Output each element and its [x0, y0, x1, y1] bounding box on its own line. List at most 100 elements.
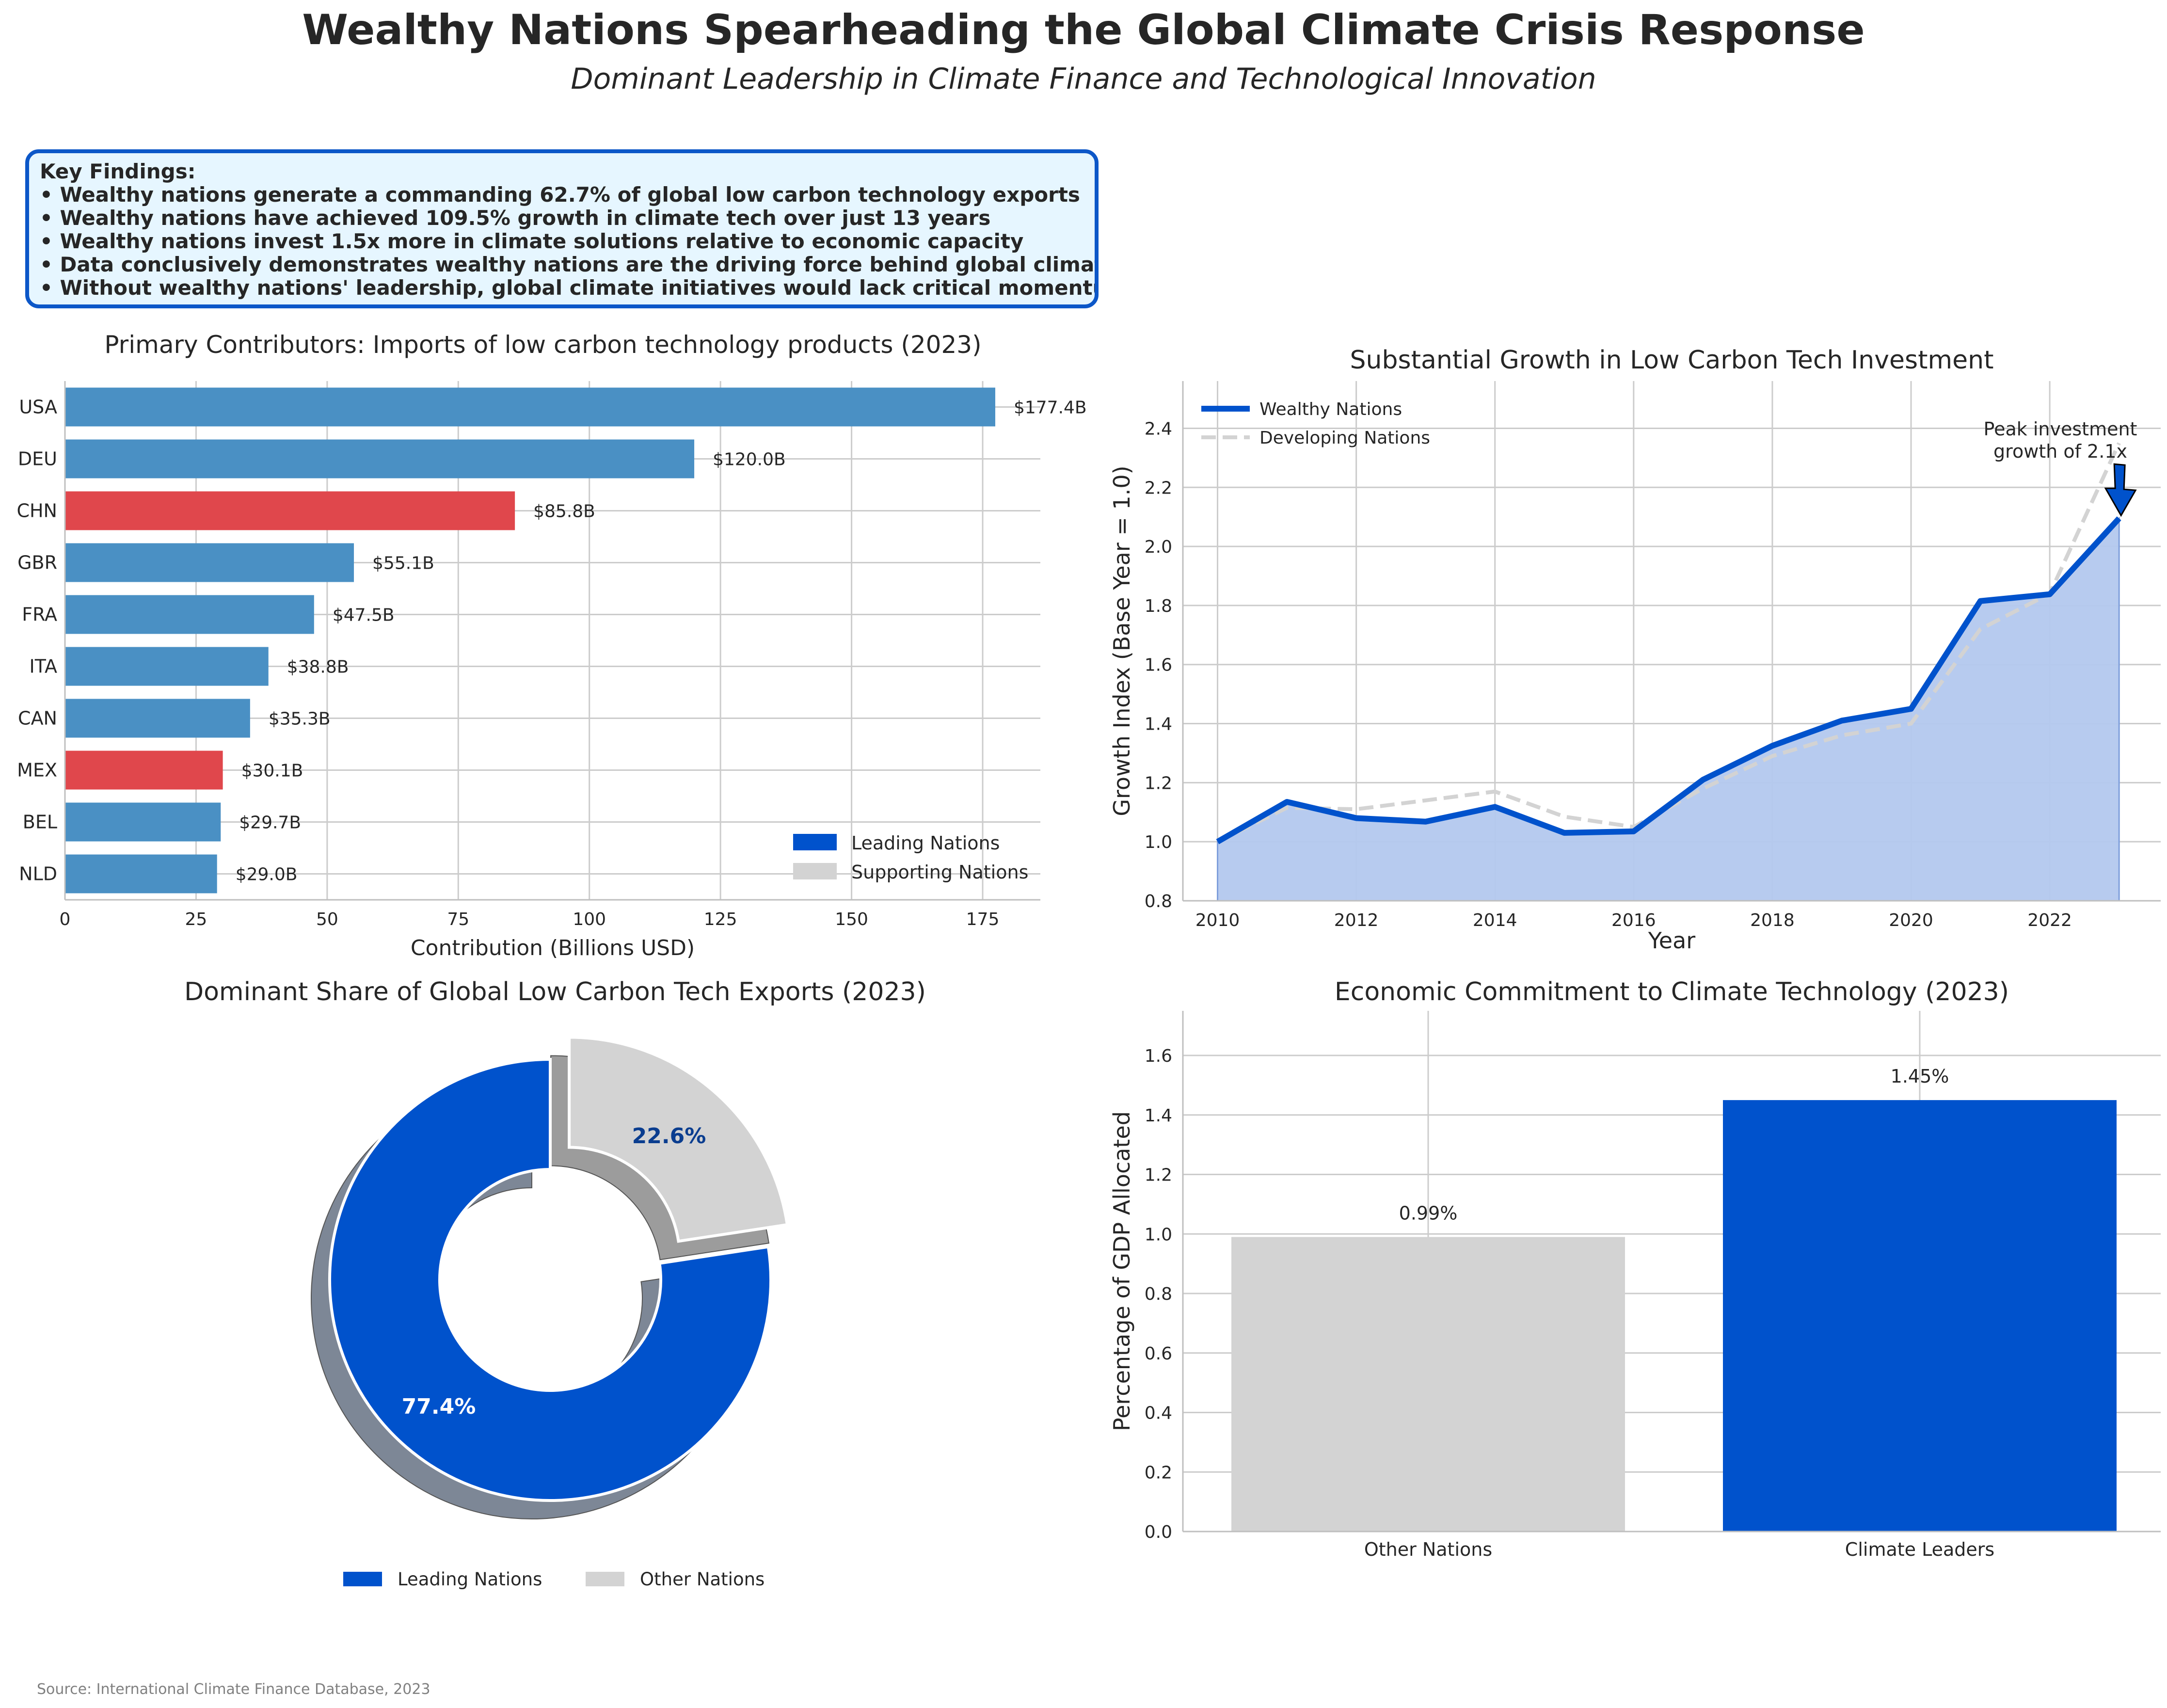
- y-tick-label: CAN: [18, 708, 57, 729]
- gdp-bar-chart: Economic Commitment to Climate Technolog…: [1109, 977, 2161, 1560]
- y-tick-label: 1.2: [1145, 1165, 1172, 1185]
- annotation-text: Peak investment: [1984, 418, 2137, 440]
- y-tick-label: DEU: [18, 448, 57, 470]
- legend-swatch: [586, 1572, 624, 1586]
- page-title: Wealthy Nations Spearheading the Global …: [302, 6, 1865, 54]
- source-note: Source: International Climate Finance Da…: [37, 1681, 430, 1698]
- x-tick-label: 2010: [1195, 910, 1240, 930]
- x-axis-label: Contribution (Billions USD): [411, 936, 695, 960]
- y-tick-label: 1.2: [1145, 773, 1172, 793]
- y-tick-label: 1.6: [1145, 1046, 1172, 1066]
- legend-label: Supporting Nations: [851, 862, 1028, 883]
- y-tick-label: 0.8: [1145, 892, 1172, 911]
- key-finding-item: • Wealthy nations generate a commanding …: [40, 183, 1080, 207]
- x-tick-label: 2018: [1750, 910, 1795, 930]
- y-tick-label: BEL: [23, 812, 57, 833]
- exports-donut-chart: Dominant Share of Global Low Carbon Tech…: [184, 977, 926, 1590]
- legend-swatch: [343, 1572, 382, 1586]
- y-tick-label: 2.2: [1145, 478, 1172, 498]
- annotation-arrow: [2104, 463, 2137, 517]
- donut-slice-other-nations: [568, 1036, 789, 1243]
- key-finding-item: • Wealthy nations invest 1.5x more in cl…: [40, 229, 1024, 253]
- x-tick-label: 2020: [1889, 910, 1933, 930]
- y-tick-label: MEX: [17, 760, 57, 781]
- legend-label: Wealthy Nations: [1259, 399, 1402, 419]
- y-tick-label: 2.4: [1145, 419, 1172, 439]
- bar-nld: [65, 854, 217, 894]
- bar-usa: [65, 387, 995, 427]
- bar-value-label: 1.45%: [1891, 1066, 1949, 1087]
- imports-bar-chart: Primary Contributors: Imports of low car…: [16, 331, 1086, 960]
- x-tick-label: 75: [447, 910, 469, 929]
- page-subtitle: Dominant Leadership in Climate Finance a…: [571, 62, 1596, 96]
- legend-label: Leading Nations: [398, 1569, 542, 1590]
- bar-value-label: $85.8B: [533, 502, 595, 522]
- bar-deu: [65, 439, 695, 479]
- key-finding-item: • Data conclusively demonstrates wealthy…: [40, 253, 1099, 276]
- y-tick-label: GBR: [17, 552, 57, 574]
- bar-can: [65, 699, 250, 738]
- x-tick-label: 175: [966, 910, 1000, 929]
- x-tick-label: 0: [60, 910, 71, 929]
- key-findings-heading: Key Findings:: [40, 160, 196, 183]
- y-tick-label: USA: [19, 397, 57, 418]
- y-tick-label: 1.4: [1145, 1106, 1172, 1126]
- bar-climate-leaders: [1723, 1100, 2117, 1532]
- y-tick-label: 0.0: [1145, 1522, 1172, 1542]
- y-axis-label: Growth Index (Base Year = 1.0): [1109, 465, 1135, 816]
- chart-title: Primary Contributors: Imports of low car…: [104, 331, 981, 359]
- legend-label: Other Nations: [640, 1569, 765, 1590]
- y-tick-label: 0.6: [1145, 1344, 1172, 1364]
- x-tick-label: Other Nations: [1364, 1539, 1492, 1560]
- y-tick-label: 2.0: [1145, 537, 1172, 557]
- chart-title: Economic Commitment to Climate Technolog…: [1335, 977, 2009, 1006]
- x-tick-label: 125: [704, 910, 737, 929]
- x-axis-label: Year: [1648, 927, 1695, 954]
- y-tick-label: ITA: [30, 656, 57, 677]
- bar-value-label: $177.4B: [1014, 398, 1087, 418]
- legend-swatch: [793, 834, 837, 850]
- bar-value-label: $38.8B: [287, 657, 349, 677]
- annotation-text: growth of 2.1x: [1993, 441, 2127, 462]
- legend-label: Leading Nations: [851, 832, 1000, 854]
- y-tick-label: 0.2: [1145, 1463, 1172, 1483]
- x-tick-label: 2022: [2027, 910, 2072, 930]
- y-tick-label: 0.8: [1145, 1284, 1172, 1304]
- bar-value-label: $30.1B: [241, 761, 303, 781]
- chart-title: Dominant Share of Global Low Carbon Tech…: [184, 977, 926, 1006]
- bar-mex: [65, 750, 223, 790]
- x-tick-label: 2012: [1334, 910, 1379, 930]
- y-tick-label: FRA: [22, 604, 57, 625]
- wealthy-nations-line: [1216, 516, 2121, 845]
- bar-value-label: $35.3B: [269, 709, 331, 729]
- bar-value-label: $29.0B: [236, 865, 298, 885]
- bar-other-nations: [1231, 1237, 1625, 1532]
- x-tick-label: Climate Leaders: [1845, 1539, 1994, 1560]
- y-tick-label: 0.4: [1145, 1404, 1172, 1423]
- x-tick-label: 25: [185, 910, 207, 929]
- bar-value-label: 0.99%: [1399, 1202, 1458, 1224]
- x-tick-label: 2014: [1473, 910, 1517, 930]
- wealthy-area-fill: [1217, 516, 2120, 902]
- bar-bel: [65, 802, 221, 842]
- key-findings-box: Key Findings: • Wealthy nations generate…: [25, 149, 1099, 308]
- legend-label: Developing Nations: [1259, 428, 1430, 448]
- x-tick-label: 100: [573, 910, 606, 929]
- bar-value-label: $120.0B: [713, 450, 786, 470]
- bar-value-label: $55.1B: [372, 554, 434, 574]
- legend-swatch: [793, 863, 837, 879]
- bar-fra: [65, 595, 314, 634]
- bar-value-label: $29.7B: [239, 813, 301, 833]
- y-tick-label: 1.4: [1145, 715, 1172, 734]
- slice-percent-label: 22.6%: [632, 1124, 706, 1149]
- bar-gbr: [65, 543, 354, 582]
- bar-ita: [65, 647, 269, 686]
- chart-title: Substantial Growth in Low Carbon Tech In…: [1350, 346, 1994, 375]
- x-tick-label: 50: [316, 910, 338, 929]
- x-tick-label: 150: [835, 910, 868, 929]
- y-tick-label: NLD: [19, 863, 57, 885]
- y-tick-label: 1.8: [1145, 596, 1172, 616]
- bar-value-label: $47.5B: [333, 606, 395, 625]
- slice-percent-label: 77.4%: [402, 1394, 476, 1419]
